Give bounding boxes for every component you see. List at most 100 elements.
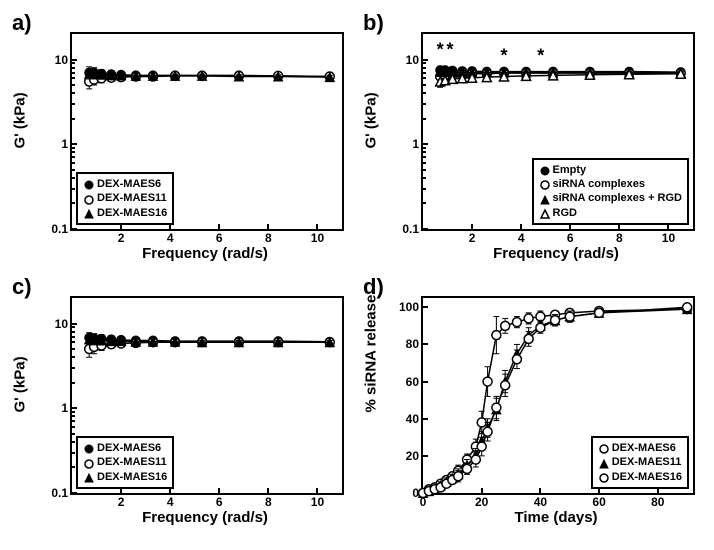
legend-item: DEX-MAES11 <box>83 191 167 205</box>
legend-marker-icon <box>598 443 608 453</box>
significance-star: * <box>500 46 507 67</box>
x-tick-label: 2 <box>118 229 125 245</box>
x-tick-label: 4 <box>167 229 174 245</box>
y-tick-label: 0.1 <box>51 222 72 236</box>
legend-marker-icon <box>598 458 608 468</box>
y-tick-label: 10 <box>406 53 423 67</box>
legend-marker-icon <box>83 194 93 204</box>
legend-marker-icon <box>83 458 93 468</box>
y-tick-label: 60 <box>406 375 423 389</box>
x-tick-label: 60 <box>592 493 605 509</box>
plot-area: 0.1110246810DEX-MAES6DEX-MAES11DEX-MAES1… <box>70 296 344 495</box>
panel-label: a) <box>12 10 32 36</box>
y-tick-label: 10 <box>55 317 72 331</box>
x-tick-label: 6 <box>216 229 223 245</box>
legend-item: siRNA complexes <box>539 177 683 191</box>
x-axis-title: Frequency (rad/s) <box>70 509 340 526</box>
panel-a: a)0.1110246810DEX-MAES6DEX-MAES11DEX-MAE… <box>10 10 353 270</box>
x-axis-title: Time (days) <box>421 509 691 526</box>
legend-label: DEX-MAES6 <box>612 441 676 455</box>
legend-marker-icon <box>539 179 549 189</box>
y-tick-label: 0.1 <box>51 486 72 500</box>
plot-area: 020406080100020406080DEX-MAES6DEX-MAES11… <box>421 296 695 495</box>
legend-label: siRNA complexes + RGD <box>553 191 683 205</box>
x-tick-label: 80 <box>651 493 664 509</box>
legend-marker-icon <box>83 179 93 189</box>
legend-label: DEX-MAES6 <box>97 441 161 455</box>
y-tick-label: 1 <box>61 137 72 151</box>
legend-label: DEX-MAES16 <box>97 470 167 484</box>
panel-label: b) <box>363 10 384 36</box>
legend-label: DEX-MAES16 <box>97 206 167 220</box>
x-tick-label: 40 <box>534 493 547 509</box>
y-tick-label: 1 <box>412 137 423 151</box>
x-tick-label: 10 <box>662 229 675 245</box>
legend-item: DEX-MAES16 <box>598 470 682 484</box>
x-axis-title: Frequency (rad/s) <box>421 245 691 262</box>
legend-marker-icon <box>83 208 93 218</box>
legend-item: DEX-MAES6 <box>83 441 167 455</box>
x-tick-label: 2 <box>469 229 476 245</box>
figure-grid: a)0.1110246810DEX-MAES6DEX-MAES11DEX-MAE… <box>10 10 704 534</box>
y-tick-label: 10 <box>55 53 72 67</box>
significance-star: * <box>537 46 544 67</box>
y-axis-title: % siRNA release <box>363 392 380 412</box>
x-tick-label: 8 <box>265 229 272 245</box>
significance-star: * <box>446 39 453 60</box>
x-tick-label: 20 <box>475 493 488 509</box>
plot-area: 0.1110246810****EmptysiRNA complexessiRN… <box>421 32 695 231</box>
y-tick-label: 1 <box>61 401 72 415</box>
legend-marker-icon <box>83 443 93 453</box>
plot-area: 0.1110246810DEX-MAES6DEX-MAES11DEX-MAES1… <box>70 32 344 231</box>
legend-marker-icon <box>539 194 549 204</box>
legend-item: DEX-MAES6 <box>83 177 167 191</box>
legend: EmptysiRNA complexessiRNA complexes + RG… <box>532 158 690 225</box>
legend-item: DEX-MAES11 <box>598 455 682 469</box>
legend-item: DEX-MAES16 <box>83 206 167 220</box>
y-axis-title: G' (kPa) <box>12 392 29 412</box>
x-tick-label: 6 <box>216 493 223 509</box>
x-tick-label: 4 <box>518 229 525 245</box>
legend-item: DEX-MAES6 <box>598 441 682 455</box>
y-tick-label: 80 <box>406 337 423 351</box>
x-tick-label: 4 <box>167 493 174 509</box>
legend-marker-icon <box>539 208 549 218</box>
legend-label: DEX-MAES16 <box>612 470 682 484</box>
y-tick-label: 0.1 <box>402 222 423 236</box>
legend-label: DEX-MAES11 <box>97 191 167 205</box>
x-tick-label: 2 <box>118 493 125 509</box>
legend-label: DEX-MAES11 <box>612 455 682 469</box>
panel-d: d)020406080100020406080DEX-MAES6DEX-MAES… <box>361 274 704 534</box>
y-axis-title: G' (kPa) <box>363 128 380 148</box>
legend-label: RGD <box>553 206 577 220</box>
legend-marker-icon <box>83 472 93 482</box>
legend-item: DEX-MAES11 <box>83 455 167 469</box>
legend-item: Empty <box>539 163 683 177</box>
x-tick-label: 8 <box>265 493 272 509</box>
x-tick-label: 10 <box>311 229 324 245</box>
legend: DEX-MAES6DEX-MAES11DEX-MAES16 <box>76 172 174 225</box>
y-tick-label: 100 <box>399 300 423 314</box>
legend: DEX-MAES6DEX-MAES11DEX-MAES16 <box>591 436 689 489</box>
legend-label: siRNA complexes <box>553 177 646 191</box>
x-tick-label: 8 <box>616 229 623 245</box>
panel-c: c)0.1110246810DEX-MAES6DEX-MAES11DEX-MAE… <box>10 274 353 534</box>
y-tick-label: 40 <box>406 412 423 426</box>
panel-b: b)0.1110246810****EmptysiRNA complexessi… <box>361 10 704 270</box>
legend-item: siRNA complexes + RGD <box>539 191 683 205</box>
x-tick-label: 6 <box>567 229 574 245</box>
legend-item: RGD <box>539 206 683 220</box>
legend: DEX-MAES6DEX-MAES11DEX-MAES16 <box>76 436 174 489</box>
legend-marker-icon <box>539 165 549 175</box>
y-tick-label: 20 <box>406 449 423 463</box>
significance-star: * <box>437 39 444 60</box>
x-tick-label: 10 <box>311 493 324 509</box>
x-axis-title: Frequency (rad/s) <box>70 245 340 262</box>
legend-label: DEX-MAES11 <box>97 455 167 469</box>
panel-label: c) <box>12 274 32 300</box>
legend-item: DEX-MAES16 <box>83 470 167 484</box>
legend-label: DEX-MAES6 <box>97 177 161 191</box>
legend-label: Empty <box>553 163 587 177</box>
y-axis-title: G' (kPa) <box>12 128 29 148</box>
legend-marker-icon <box>598 472 608 482</box>
